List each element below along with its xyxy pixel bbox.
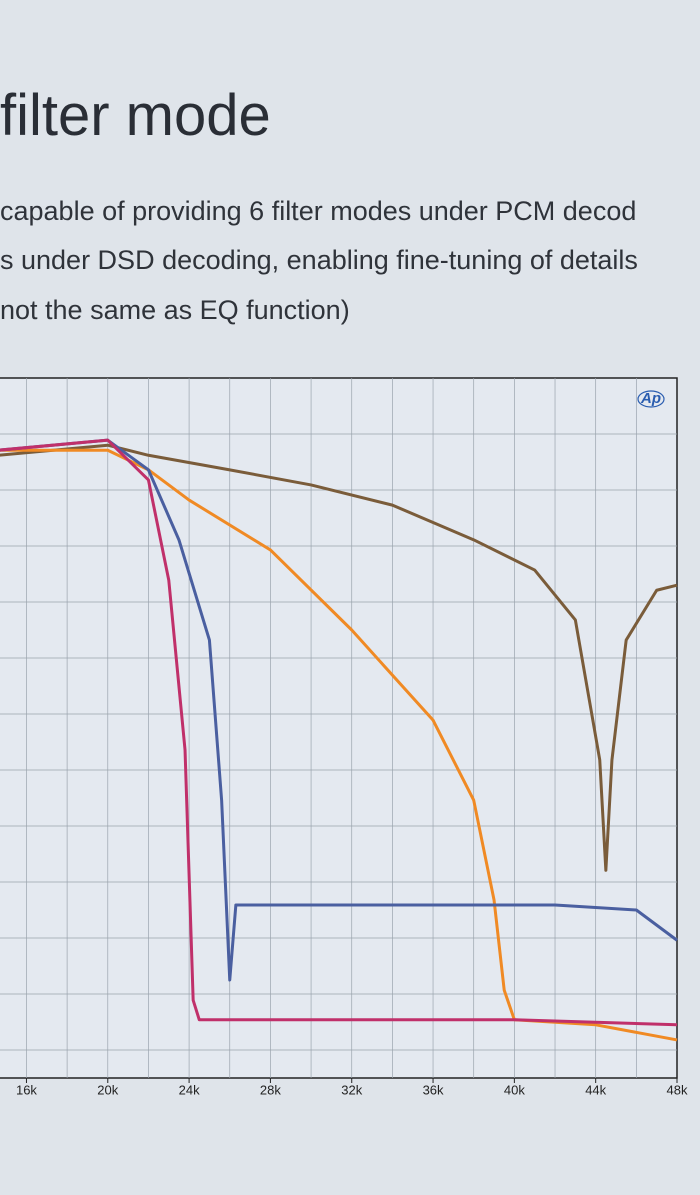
paragraph-line: capable of providing 6 filter modes unde… <box>0 196 636 226</box>
x-tick-label: 40k <box>504 1082 525 1097</box>
logo: Ap <box>640 390 661 407</box>
lines <box>0 438 678 1042</box>
x-tick-label: 16k <box>16 1082 37 1097</box>
plot-area <box>0 377 678 1079</box>
x-tick-label: 28k <box>260 1082 281 1097</box>
x-tick-label: 48k <box>667 1082 688 1097</box>
logo-ring <box>637 390 665 408</box>
x-tick-label: 20k <box>97 1082 118 1097</box>
paragraph-line: not the same as EQ function) <box>0 295 350 325</box>
heading: filter mode <box>0 83 271 148</box>
series-line <box>0 438 678 1027</box>
x-tick-label: 36k <box>423 1082 444 1097</box>
paragraph-line: s under DSD decoding, enabling fine-tuni… <box>0 245 638 275</box>
x-tick-label: 44k <box>585 1082 606 1097</box>
x-tick-label: 32k <box>341 1082 362 1097</box>
series-line <box>0 443 678 872</box>
x-tick-label: 24k <box>179 1082 200 1097</box>
series-line <box>0 438 678 982</box>
